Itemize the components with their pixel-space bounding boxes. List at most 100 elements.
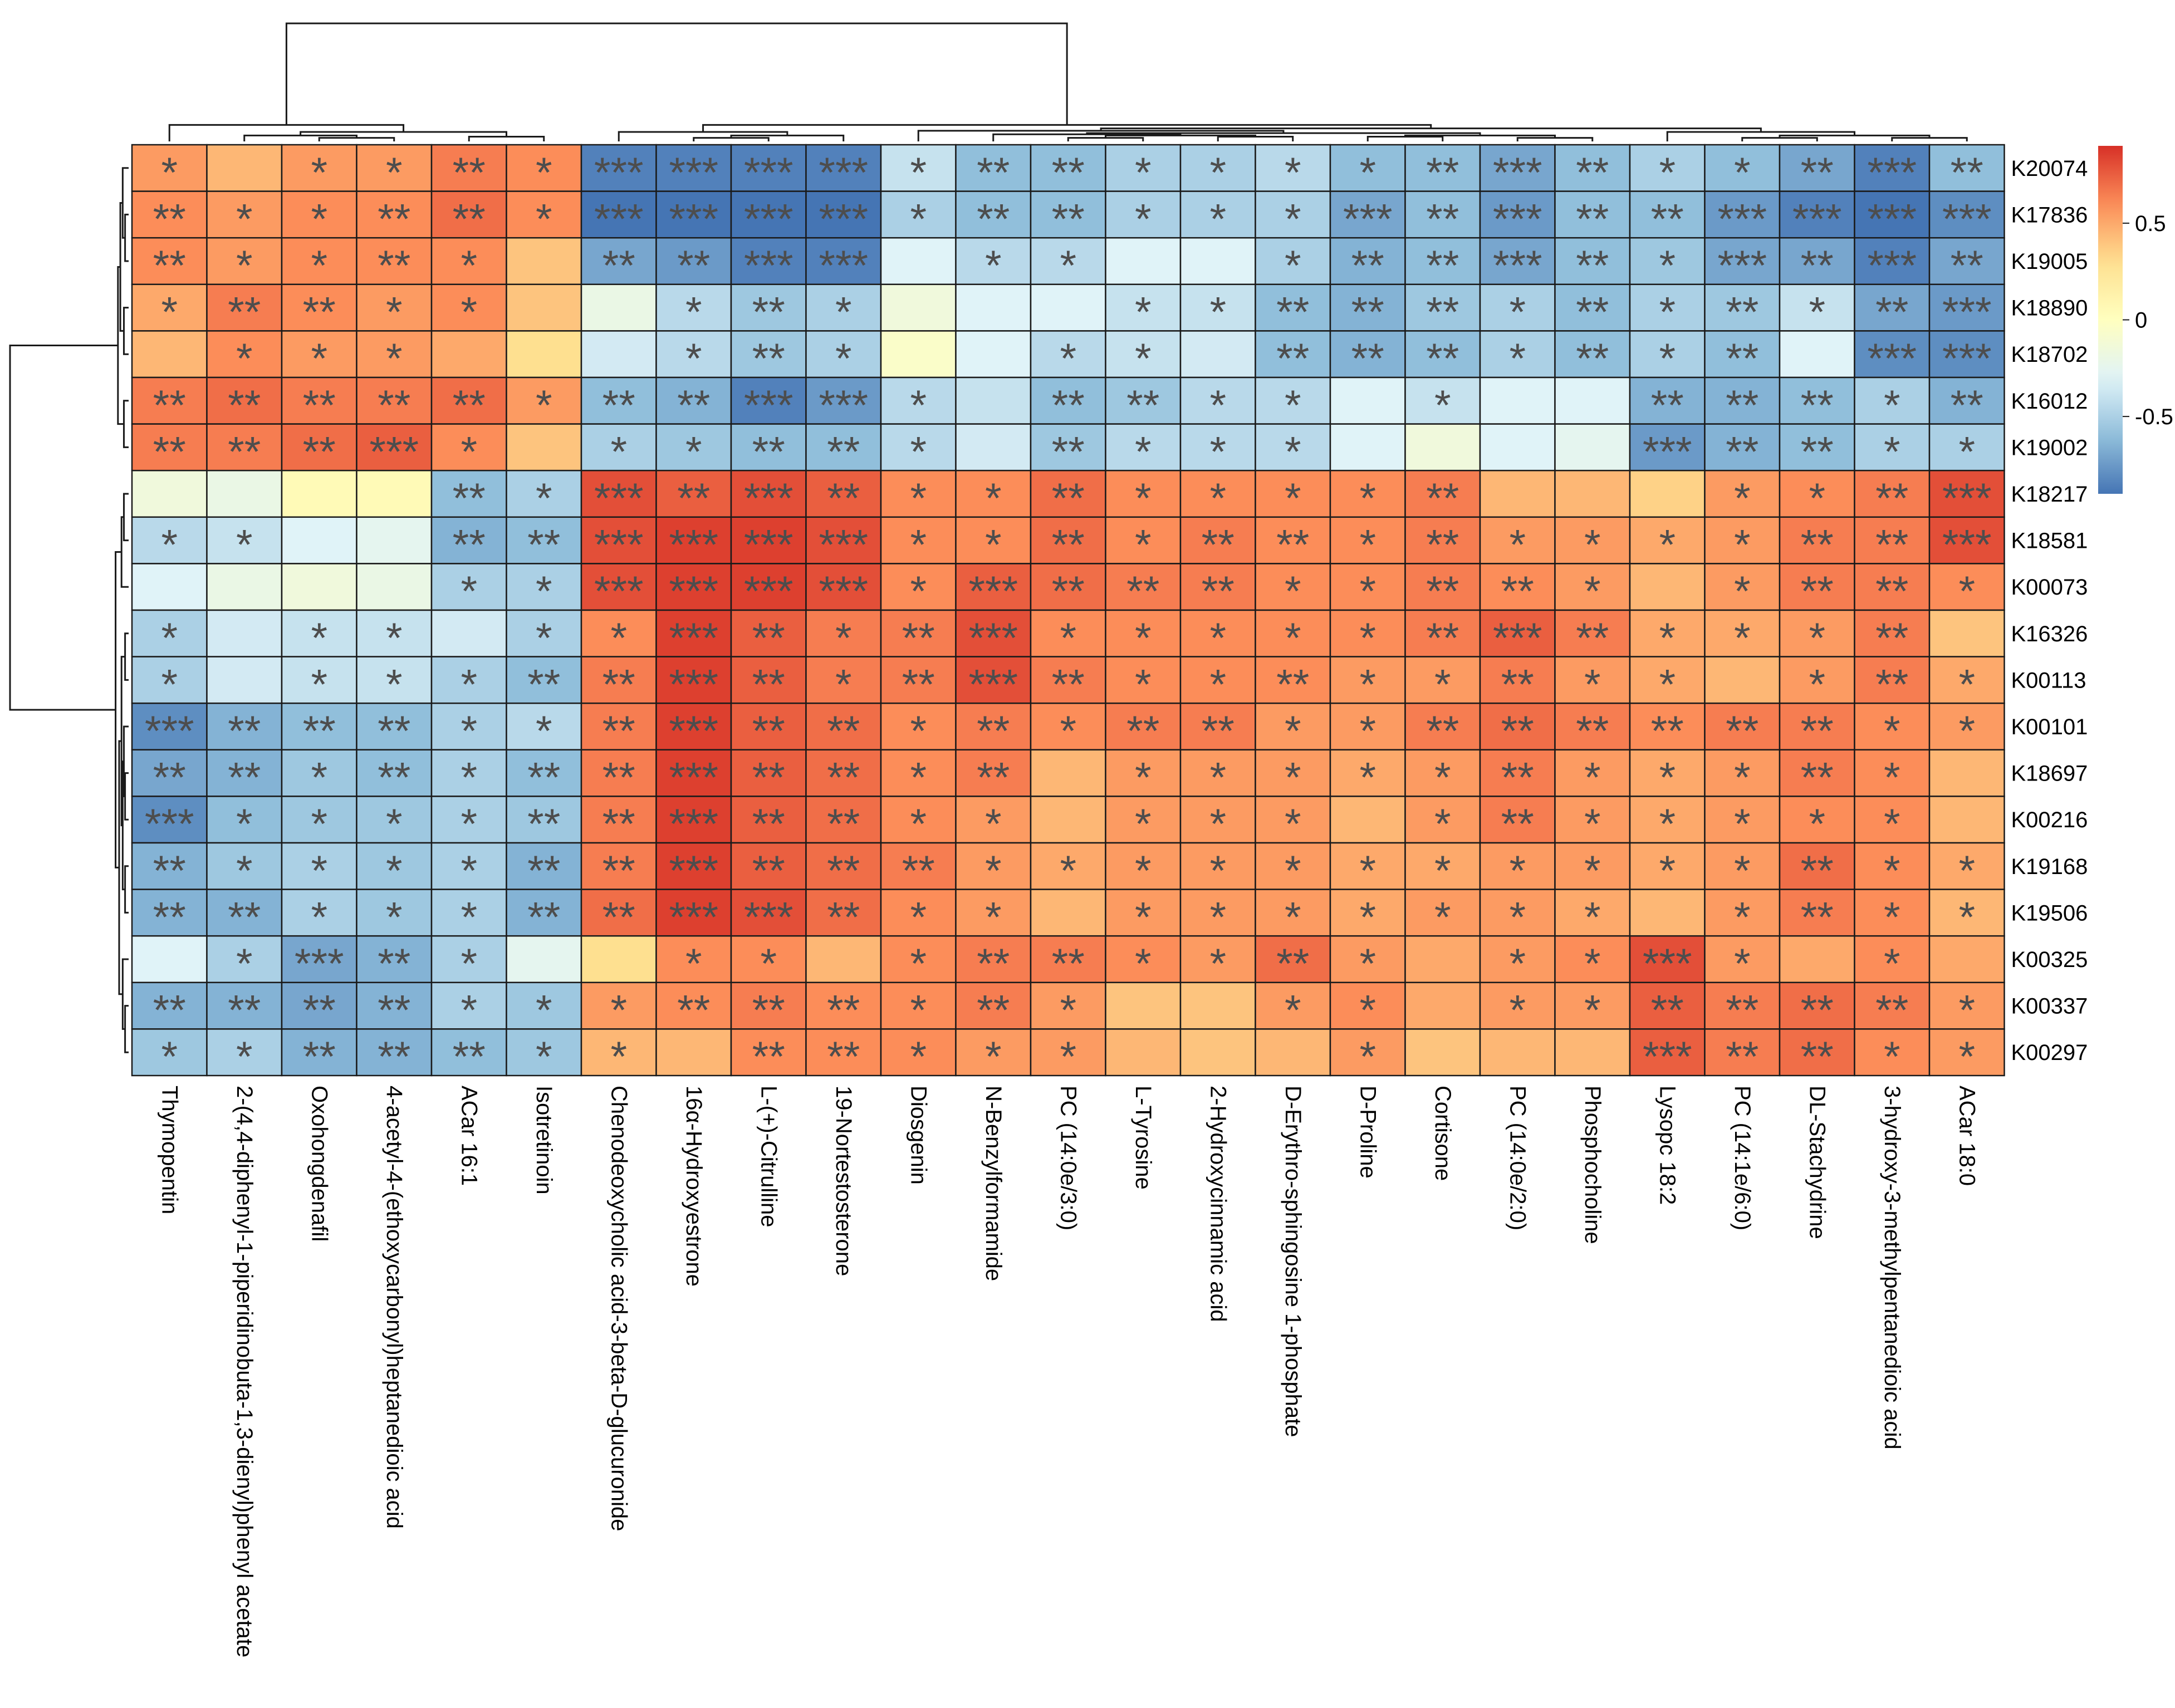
heatmap-cell: [1779, 796, 1855, 844]
heatmap-cell: [281, 656, 357, 704]
heatmap-cell: [655, 1028, 732, 1077]
heatmap-cell: [1329, 842, 1406, 890]
column-label: PC (14:0e/3:0): [1056, 1086, 1080, 1230]
heatmap-cell: [131, 376, 208, 425]
heatmap-cell: [281, 423, 357, 472]
heatmap-cell: [131, 330, 208, 379]
heatmap-cell: [880, 283, 957, 332]
heatmap-cell: [356, 330, 433, 379]
significance-mark: *: [386, 289, 403, 336]
heatmap-cell: [805, 237, 882, 286]
significance-mark: **: [677, 475, 710, 522]
heatmap-cell: [1554, 702, 1631, 751]
significance-mark: *: [1734, 801, 1751, 848]
significance-mark: *: [910, 1033, 927, 1081]
significance-mark: *: [1509, 522, 1526, 569]
heatmap-cell: [1928, 609, 2005, 657]
column-label: ACar 18:0: [1954, 1086, 1979, 1186]
significance-mark: ***: [1643, 940, 1692, 988]
significance-mark: **: [228, 987, 261, 1034]
significance-mark: **: [1126, 382, 1159, 429]
heatmap-cell: [1629, 237, 1706, 286]
significance-mark: **: [303, 289, 336, 336]
significance-mark: *: [1285, 568, 1301, 615]
significance-mark: ***: [669, 847, 718, 895]
significance-mark: *: [910, 940, 927, 988]
significance-mark: **: [1875, 475, 1908, 522]
heatmap-cell: [506, 981, 582, 1030]
column-label: Oxohongdenafil: [307, 1086, 331, 1241]
heatmap-cell: [506, 283, 582, 332]
heatmap-cell: [1854, 702, 1931, 751]
row-label: K18217: [2011, 482, 2088, 507]
significance-mark: *: [1359, 754, 1376, 802]
heatmap-cell: [580, 190, 657, 239]
significance-mark: *: [1958, 661, 1975, 708]
significance-mark: **: [378, 940, 410, 988]
heatmap-cell: [1329, 190, 1406, 239]
significance-mark: *: [311, 661, 327, 708]
heatmap-cell: [1629, 376, 1706, 425]
heatmap-cell: [1255, 469, 1331, 518]
significance-mark: **: [527, 661, 560, 708]
significance-mark: ***: [594, 149, 644, 197]
significance-mark: ***: [369, 428, 419, 475]
significance-mark: *: [835, 289, 852, 336]
significance-mark: *: [1359, 568, 1376, 615]
significance-mark: *: [536, 1033, 552, 1081]
heatmap-cell: [1329, 796, 1406, 844]
heatmap-cell: [281, 144, 357, 192]
heatmap-cell: [1255, 1028, 1331, 1077]
heatmap-cell: [580, 749, 657, 797]
significance-mark: *: [1584, 754, 1601, 802]
significance-mark: *: [1135, 801, 1152, 848]
heatmap-cell: [430, 144, 507, 192]
heatmap-cell: [430, 981, 507, 1030]
significance-mark: ***: [669, 568, 718, 615]
heatmap-cell: [1629, 283, 1706, 332]
heatmap-cell: [1105, 237, 1182, 286]
column-label: PC (14:1e/6:0): [1730, 1086, 1755, 1230]
significance-mark: *: [461, 894, 477, 941]
heatmap-cell: [1479, 609, 1556, 657]
significance-mark: ***: [669, 708, 718, 755]
column-dendrogram-branch: [1217, 136, 1294, 141]
significance-mark: ***: [1942, 522, 1992, 569]
significance-mark: *: [386, 149, 403, 197]
significance-mark: **: [827, 801, 860, 848]
significance-mark: **: [453, 195, 486, 243]
heatmap-cell: [1404, 981, 1481, 1030]
significance-mark: **: [1276, 522, 1309, 569]
significance-mark: *: [910, 195, 927, 243]
heatmap-cell: [655, 237, 732, 286]
heatmap-cell: [805, 330, 882, 379]
heatmap-cell: [880, 1028, 957, 1077]
significance-mark: *: [610, 1033, 627, 1081]
heatmap-cell: [880, 144, 957, 192]
significance-mark: *: [461, 708, 477, 755]
significance-mark: *: [1359, 522, 1376, 569]
heatmap-cell: [430, 609, 507, 657]
significance-mark: **: [1726, 289, 1758, 336]
heatmap-cell: [580, 889, 657, 937]
significance-mark: **: [303, 428, 336, 475]
heatmap-cell: [1704, 889, 1781, 937]
column-label: D-Erythro-sphingosine 1-phosphate: [1281, 1086, 1305, 1437]
significance-mark: **: [1052, 382, 1085, 429]
significance-mark: *: [386, 335, 403, 382]
heatmap-cell: [655, 423, 732, 472]
column-dendrogram-branch: [168, 124, 405, 141]
significance-mark: **: [527, 847, 560, 895]
significance-mark: **: [1052, 195, 1085, 243]
significance-mark: **: [902, 847, 935, 895]
row-labels: K20074 K17836 K19005 K18890 K18702 K16012 K190…: [2011, 156, 2088, 1065]
significance-mark: *: [161, 661, 178, 708]
colorbar-gradient: [2098, 146, 2123, 494]
significance-mark: *: [1584, 801, 1601, 848]
heatmap-cell: [1105, 190, 1182, 239]
significance-mark: *: [1734, 522, 1751, 569]
significance-mark: *: [1734, 149, 1751, 197]
heatmap-cell: [1928, 935, 2005, 984]
significance-mark: ***: [145, 708, 194, 755]
column-label: PC (14:0e/2:0): [1505, 1086, 1530, 1230]
